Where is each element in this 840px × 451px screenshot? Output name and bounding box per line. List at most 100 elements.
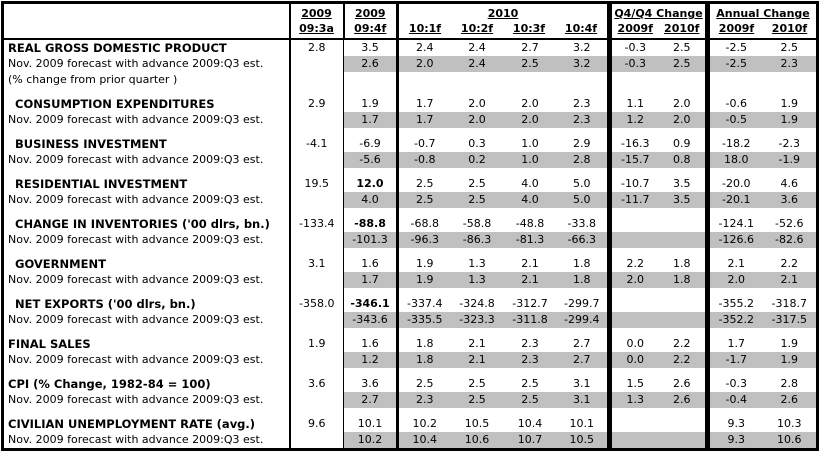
header-group-label: Annual Change <box>716 7 810 20</box>
spacer-cell <box>398 328 451 336</box>
value-cell: -133.4 <box>289 216 344 232</box>
value-cell: -324.8 <box>459 297 495 310</box>
row-secondary-label: Nov. 2009 forecast with advance 2009:Q3 … <box>2 56 291 72</box>
value-cell: 1.7 <box>416 97 434 110</box>
value-cell: 3.6 <box>343 376 399 392</box>
row-label: FINAL SALES <box>2 336 291 352</box>
header-year-label: 2010f <box>664 22 700 35</box>
row-label: BUSINESS INVESTMENT <box>2 136 291 152</box>
spacer-cell <box>658 368 710 376</box>
value-cell: 1.9 <box>762 112 818 128</box>
value-cell: 3.2 <box>556 56 612 72</box>
header-group-label: Q4/Q4 Change <box>614 7 703 20</box>
value-cell <box>289 56 344 72</box>
spacer-row <box>2 288 818 296</box>
spacer-cell <box>343 408 399 416</box>
value-cell: 2.7 <box>343 392 399 408</box>
value-cell <box>658 296 710 312</box>
table-body: REAL GROSS DOMESTIC PRODUCT 2.8 3.5 2.4 2.4 2… <box>2 39 818 450</box>
value-cell: 10.4 <box>517 417 543 430</box>
value-cell: 2.0 <box>707 272 763 288</box>
value-cell: 2.2 <box>658 336 710 352</box>
spacer-cell <box>289 248 344 256</box>
value-cell <box>658 432 710 450</box>
row-label: CHANGE IN INVENTORIES ('00 dlrs, bn.) <box>2 216 291 232</box>
value-cell: 1.1 <box>626 97 645 110</box>
indicator-previous-row: Nov. 2009 forecast with advance 2009:Q3 … <box>2 432 818 450</box>
empty-cell <box>708 72 763 88</box>
value-cell: -343.6 <box>343 312 399 328</box>
empty-cell <box>451 72 504 88</box>
value-cell: 2.0 <box>450 112 504 128</box>
value-cell: 2.4 <box>416 41 434 54</box>
value-cell: 2.8 <box>289 39 344 56</box>
value-cell: 3.6 <box>289 376 344 392</box>
value-cell: 10.2 <box>343 432 399 450</box>
value-cell: 3.1 <box>289 256 344 272</box>
value-cell: -4.1 <box>289 136 344 152</box>
spacer-cell <box>504 328 557 336</box>
indicator-previous-row: Nov. 2009 forecast with advance 2009:Q3 … <box>2 112 818 128</box>
indicator-previous-row: Nov. 2009 forecast with advance 2009:Q3 … <box>2 232 818 248</box>
spacer-cell <box>610 168 659 176</box>
spacer-cell <box>763 328 818 336</box>
value-cell <box>289 392 344 408</box>
row-label: CONSUMPTION EXPENDITURES <box>2 96 291 112</box>
value-cell <box>610 416 659 432</box>
value-cell: -66.3 <box>556 232 612 248</box>
value-cell: 1.8 <box>556 256 612 272</box>
spacer-cell <box>610 328 659 336</box>
value-cell: 2.0 <box>503 112 557 128</box>
value-cell: -0.5 <box>707 112 763 128</box>
header-year-label: 2009 <box>301 7 332 20</box>
value-cell <box>658 232 710 248</box>
spacer-cell <box>763 248 818 256</box>
spacer-row <box>2 328 818 336</box>
value-cell: -88.8 <box>343 216 399 232</box>
spacer-cell <box>2 368 291 376</box>
value-cell: -126.6 <box>707 232 763 248</box>
value-cell: 2.7 <box>556 352 612 368</box>
spacer-cell <box>708 208 763 216</box>
value-cell: 10.2 <box>412 417 438 430</box>
value-cell: 1.9 <box>397 272 451 288</box>
value-cell: 2.1 <box>468 337 486 350</box>
indicator-current-row: GOVERNMENT 3.1 1.6 1.9 1.3 2.1 1.8 2.2 1.8 2.1 2.2 <box>2 256 818 272</box>
value-cell: 10.1 <box>343 416 399 432</box>
value-cell: 1.8 <box>416 337 434 350</box>
spacer-cell <box>289 368 344 376</box>
spacer-cell <box>398 168 451 176</box>
spacer-cell <box>556 248 612 256</box>
value-cell: -124.1 <box>718 217 754 230</box>
spacer-cell <box>763 168 818 176</box>
spacer-cell <box>2 168 291 176</box>
value-cell: 2.0 <box>658 96 710 112</box>
spacer-cell <box>451 128 504 136</box>
spacer-cell <box>398 88 451 96</box>
value-cell: 2.9 <box>556 136 612 152</box>
value-cell: 2.9 <box>289 96 344 112</box>
indicator-current-row: CPI (% Change, 1982-84 = 100) 3.6 3.6 2.5 2.… <box>2 376 818 392</box>
spacer-cell <box>556 368 612 376</box>
value-cell: -101.3 <box>343 232 399 248</box>
value-cell: -2.3 <box>778 137 800 150</box>
value-cell <box>610 296 659 312</box>
value-cell <box>289 192 344 208</box>
spacer-cell <box>289 168 344 176</box>
header-group-2010: 2010 10:1f 10:2f 10:3f 10:4f <box>397 2 612 40</box>
value-cell: 4.0 <box>503 192 557 208</box>
value-cell: 2.0 <box>658 112 710 128</box>
header-group-q4q4-change: Q4/Q4 Change 2009f 2010f <box>609 2 710 40</box>
header-subcolumns: 10:1f 10:2f 10:3f 10:4f <box>399 21 605 36</box>
spacer-cell <box>451 168 504 176</box>
spacer-cell <box>2 208 291 216</box>
spacer-cell <box>289 128 344 136</box>
value-cell: 2.5 <box>450 192 504 208</box>
value-cell: 2.0 <box>468 97 486 110</box>
value-cell <box>658 216 710 232</box>
value-cell: 0.2 <box>450 152 504 168</box>
spacer-cell <box>658 88 710 96</box>
value-cell: 9.3 <box>707 432 763 450</box>
value-cell: -10.7 <box>621 177 650 190</box>
spacer-cell <box>708 88 763 96</box>
